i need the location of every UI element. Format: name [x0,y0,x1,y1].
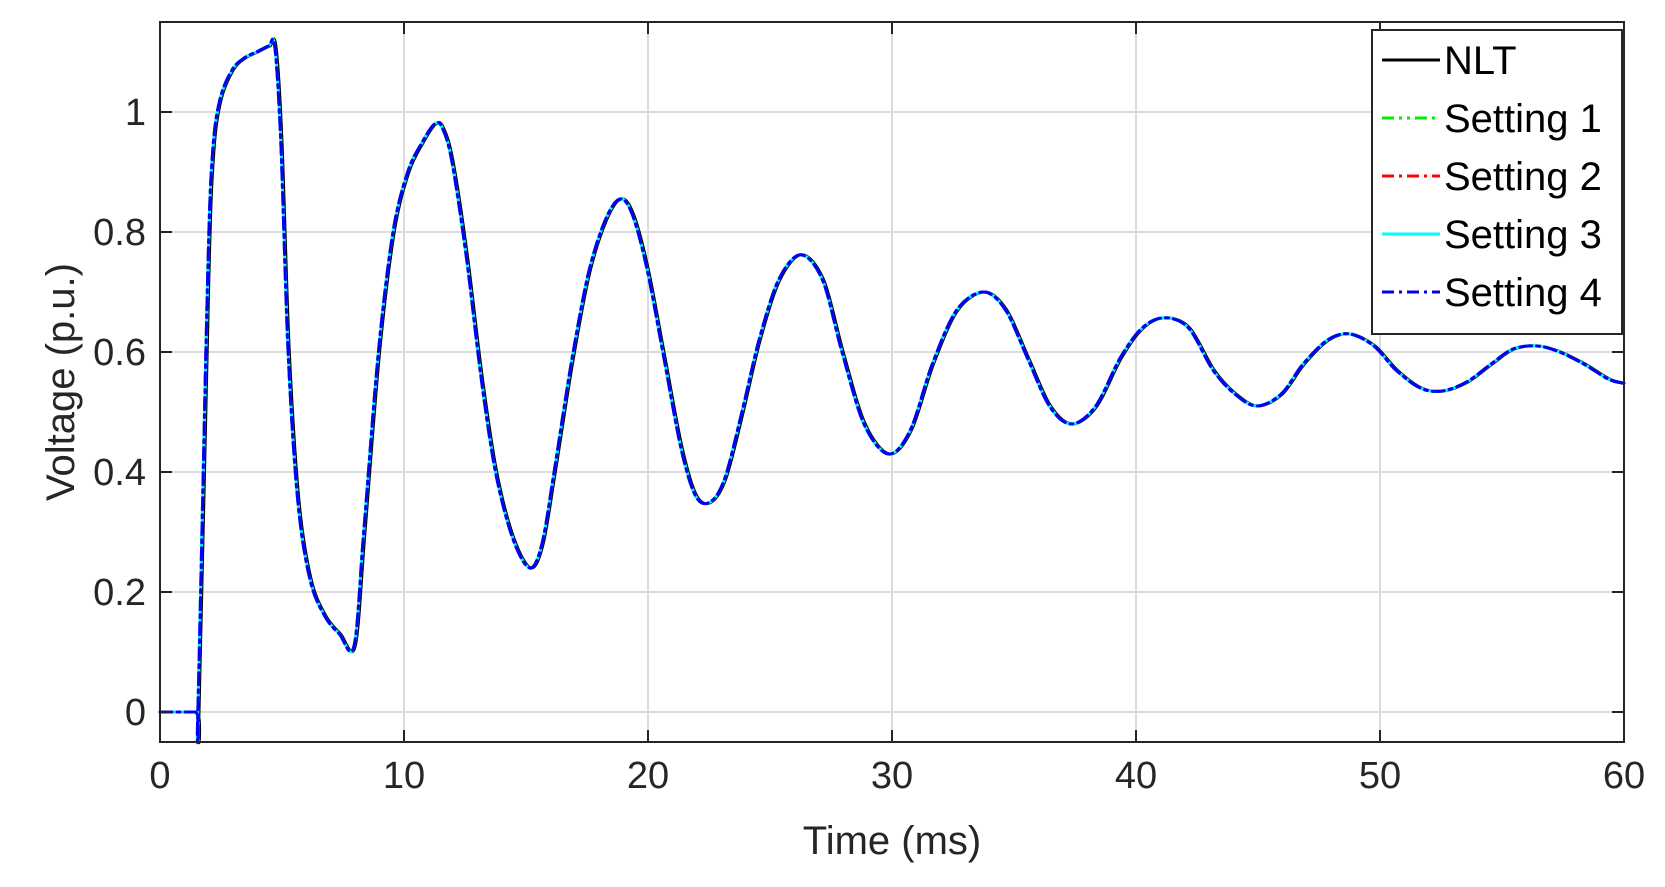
x-tick-label: 30 [871,755,913,797]
y-tick-label: 0.4 [93,452,146,494]
legend-entry-label: Setting 1 [1444,97,1602,141]
x-tick-label: 10 [383,755,425,797]
series-line-4 [158,37,1625,745]
y-tick-label: 0.8 [93,212,146,254]
legend-entry-label: Setting 2 [1444,155,1602,199]
legend-entry-label: Setting 3 [1444,213,1602,257]
legend-box [1371,29,1623,335]
axis-ticks: 0 10 20 30 40 50 60 0 0.2 0.4 0.6 0.8 1 [93,22,1645,797]
y-axis-label: Voltage (p.u.) [39,263,83,501]
x-tick-label: 20 [627,755,669,797]
legend-entry-label: Setting 4 [1444,271,1602,315]
x-tick-label: 50 [1359,755,1401,797]
x-axis-label: Time (ms) [803,819,981,863]
y-tick-label: 0.6 [93,332,146,374]
x-tick-label: 40 [1115,755,1157,797]
legend: NLT Setting 1 Setting 2 Setting 3 Setting 4 [1371,29,1623,335]
x-tick-label: 60 [1603,755,1645,797]
y-tick-label: 0 [125,692,146,734]
x-tick-label: 0 [149,755,170,797]
y-tick-label: 1 [125,92,146,134]
legend-entry-label: NLT [1444,39,1517,83]
series-lines [158,37,1626,745]
y-tick-label: 0.2 [93,572,146,614]
